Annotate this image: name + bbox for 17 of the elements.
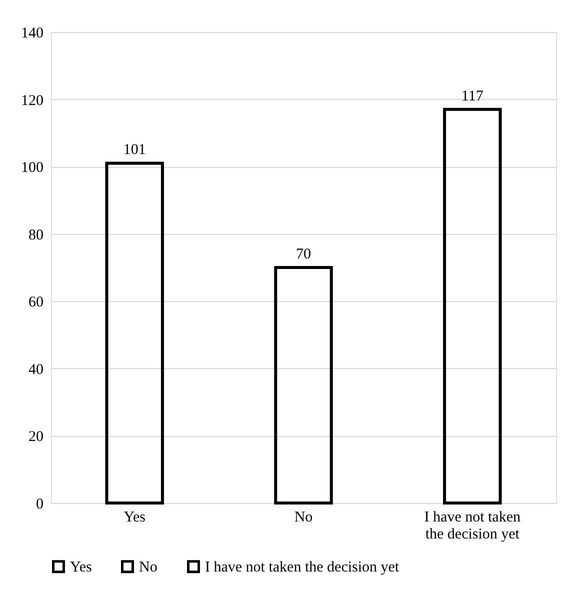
y-tick-label: 0 — [36, 496, 44, 512]
y-tick-label: 120 — [21, 92, 44, 109]
y-tick-label: 40 — [28, 362, 44, 378]
y-tick-label: 100 — [21, 160, 44, 176]
legend-label: I have not taken the decision yet — [205, 560, 400, 576]
y-tick-label: 20 — [28, 429, 44, 446]
y-tick-label: 80 — [28, 227, 44, 244]
legend-label: No — [139, 560, 158, 576]
y-tick-label: 60 — [28, 294, 44, 311]
y-tick-label: 140 — [21, 26, 44, 42]
legend-label: Yes — [70, 560, 92, 576]
data-label: 117 — [461, 88, 484, 104]
x-tick-label: I have not taken the decision yet — [424, 510, 521, 542]
data-label: 70 — [296, 246, 311, 262]
x-tick-label: No — [294, 510, 313, 526]
data-label: 101 — [123, 142, 146, 158]
x-tick-label: Yes — [124, 510, 146, 526]
